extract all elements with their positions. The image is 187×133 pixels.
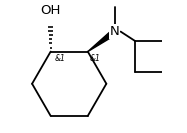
Text: &1: &1	[54, 54, 65, 63]
Text: OH: OH	[40, 4, 61, 17]
Text: N: N	[110, 25, 120, 38]
Polygon shape	[88, 29, 117, 52]
Text: &1: &1	[89, 54, 100, 63]
